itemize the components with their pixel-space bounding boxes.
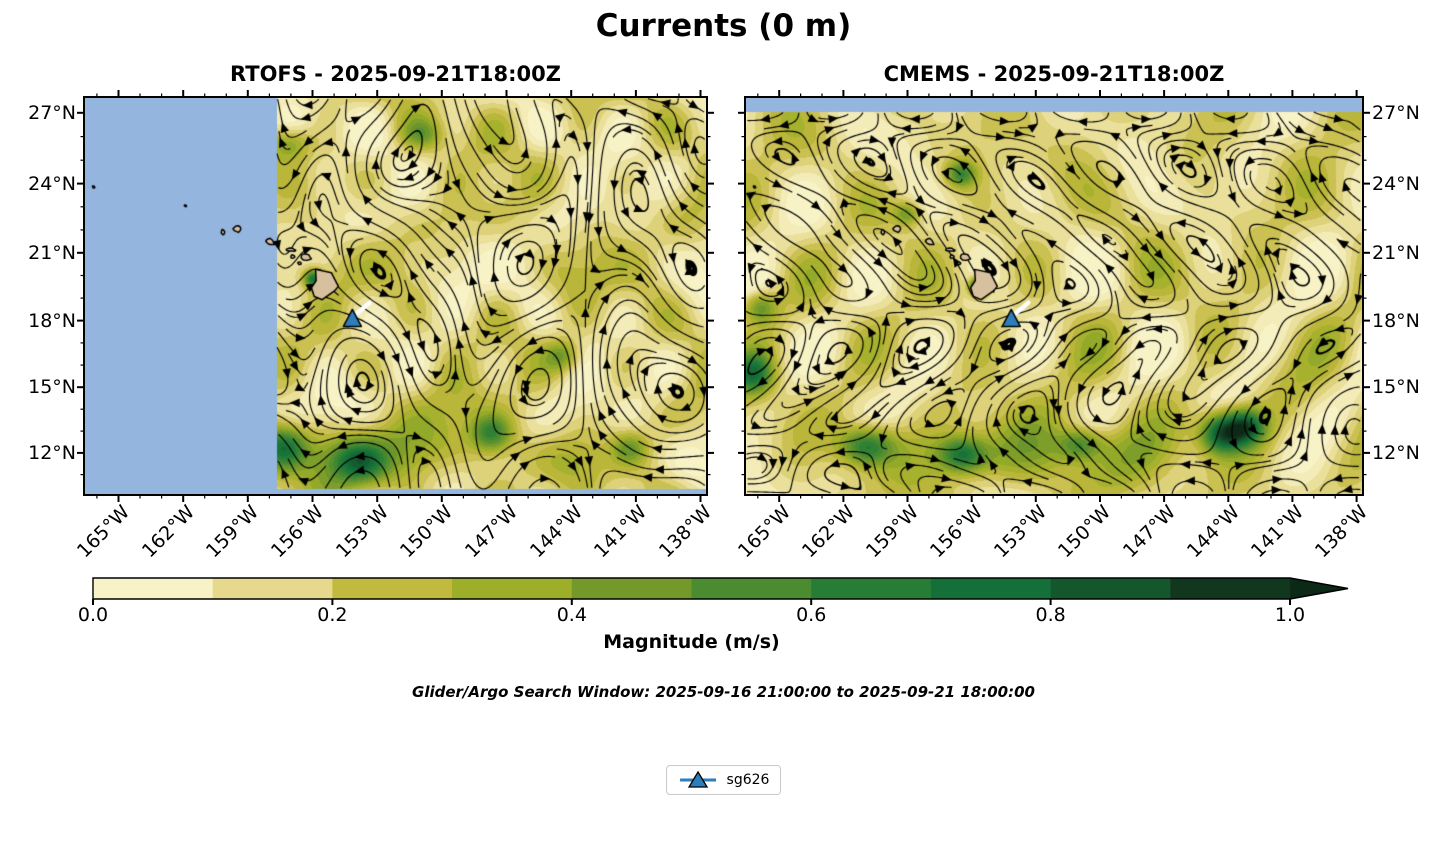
x-tick-text: 159°W <box>202 501 264 563</box>
x-tick-text: 159°W <box>861 501 924 563</box>
colorbar-tick-label: 0.8 <box>1035 604 1066 626</box>
glider-marker-icon <box>679 770 716 788</box>
x-tick-text: 150°W <box>396 501 458 563</box>
x-tick-text: 165°W <box>733 501 795 563</box>
x-tick-text: 138°W <box>1310 501 1373 563</box>
x-tick-text: 156°W <box>926 501 988 563</box>
y-tick-label: 21°N <box>28 241 76 264</box>
search-window-annotation: Glider/Argo Search Window: 2025-09-16 21… <box>412 683 1035 701</box>
y-tick-label: 27°N <box>28 101 76 124</box>
y-tick-label: 27°N <box>1372 101 1420 124</box>
y-tick-label: 12°N <box>1372 441 1420 464</box>
x-tick-text: 138°W <box>654 501 717 563</box>
y-tick-label: 18°N <box>28 309 76 332</box>
colorbar-tick-label: 0.4 <box>556 604 587 626</box>
x-tick-text: 153°W <box>990 501 1052 563</box>
x-tick-text: 156°W <box>266 501 329 563</box>
x-tick-text: 153°W <box>331 501 393 563</box>
y-tick-label: 24°N <box>28 172 76 195</box>
y-tick-label: 18°N <box>1372 309 1420 332</box>
y-tick-label: 21°N <box>1372 241 1420 264</box>
x-tick-text: 150°W <box>1054 501 1116 563</box>
x-tick-text: 147°W <box>460 501 523 563</box>
legend: sg626 <box>665 765 782 795</box>
colorbar-label: Magnitude (m/s) <box>603 631 780 653</box>
x-tick-text: 144°W <box>1182 501 1244 563</box>
x-tick-text: 144°W <box>525 501 587 563</box>
y-tick-label: 24°N <box>1372 172 1420 195</box>
colorbar-tick-label: 0.0 <box>77 604 109 626</box>
figure-title: Currents (0 m) <box>595 8 852 44</box>
colorbar-tick-label: 0.2 <box>317 604 348 626</box>
y-tick-label: 15°N <box>28 376 76 399</box>
legend-label: sg626 <box>726 772 770 788</box>
cmems-streamplot-map <box>745 97 1363 495</box>
x-tick-text: 141°W <box>1246 501 1308 563</box>
rtofs-streamplot-map <box>84 97 707 495</box>
colorbar-tick-label: 0.6 <box>796 604 827 626</box>
x-tick-text: 147°W <box>1118 501 1180 563</box>
colorbar-tick-label: 1.0 <box>1274 604 1306 626</box>
y-tick-label: 15°N <box>1372 376 1420 399</box>
x-tick-text: 162°W <box>797 501 859 563</box>
x-tick-text: 141°W <box>590 501 652 563</box>
y-tick-label: 12°N <box>28 441 76 464</box>
rtofs-panel-title: RTOFS - 2025-09-21T18:00Z <box>230 62 561 86</box>
cmems-panel-title: CMEMS - 2025-09-21T18:00Z <box>883 62 1225 86</box>
x-tick-text: 162°W <box>137 501 199 563</box>
x-tick-text: 165°W <box>72 501 135 563</box>
